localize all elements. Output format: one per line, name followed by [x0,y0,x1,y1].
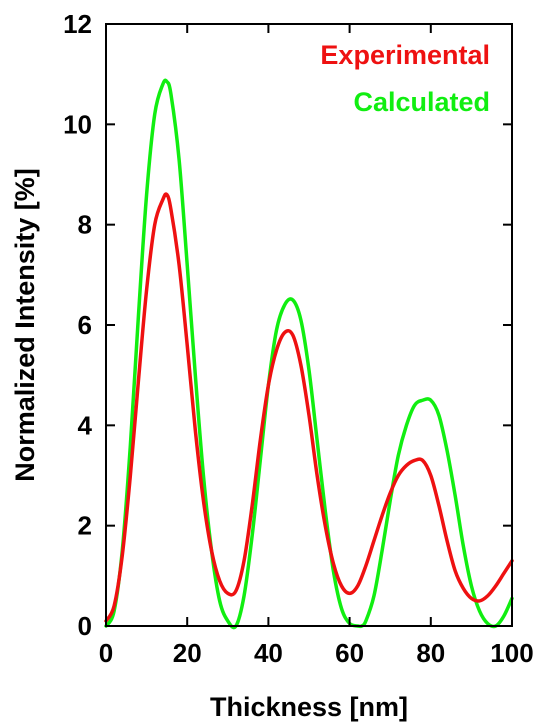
y-tick-label: 6 [78,310,92,340]
y-tick-label: 10 [63,109,92,139]
x-tick-label: 60 [335,638,364,668]
tick-labels: 0 20 40 60 80 100 0 2 4 6 8 10 12 [63,9,534,668]
plot-frame [105,23,513,627]
legend-label-experimental: Experimental [320,40,490,70]
x-tick-label: 0 [99,638,113,668]
y-tick-label: 12 [63,9,92,39]
legend-label-calculated: Calculated [353,87,490,117]
y-tick-label: 0 [78,611,92,641]
x-tick-label: 100 [490,638,533,668]
x-tick-label: 40 [254,638,283,668]
x-tick-label: 80 [416,638,445,668]
x-axis-title: Thickness [nm] [210,692,408,722]
series-line-experimental [104,192,514,623]
y-tick-label: 2 [78,511,92,541]
plot-lines [104,78,514,630]
series-line-calculated [104,78,514,630]
legend: Experimental Calculated [320,40,490,117]
y-axis-title: Normalized Intensity [%] [10,168,40,482]
y-tick-label: 8 [78,210,92,240]
y-tick-label: 4 [78,410,93,440]
x-tick-label: 20 [173,638,202,668]
